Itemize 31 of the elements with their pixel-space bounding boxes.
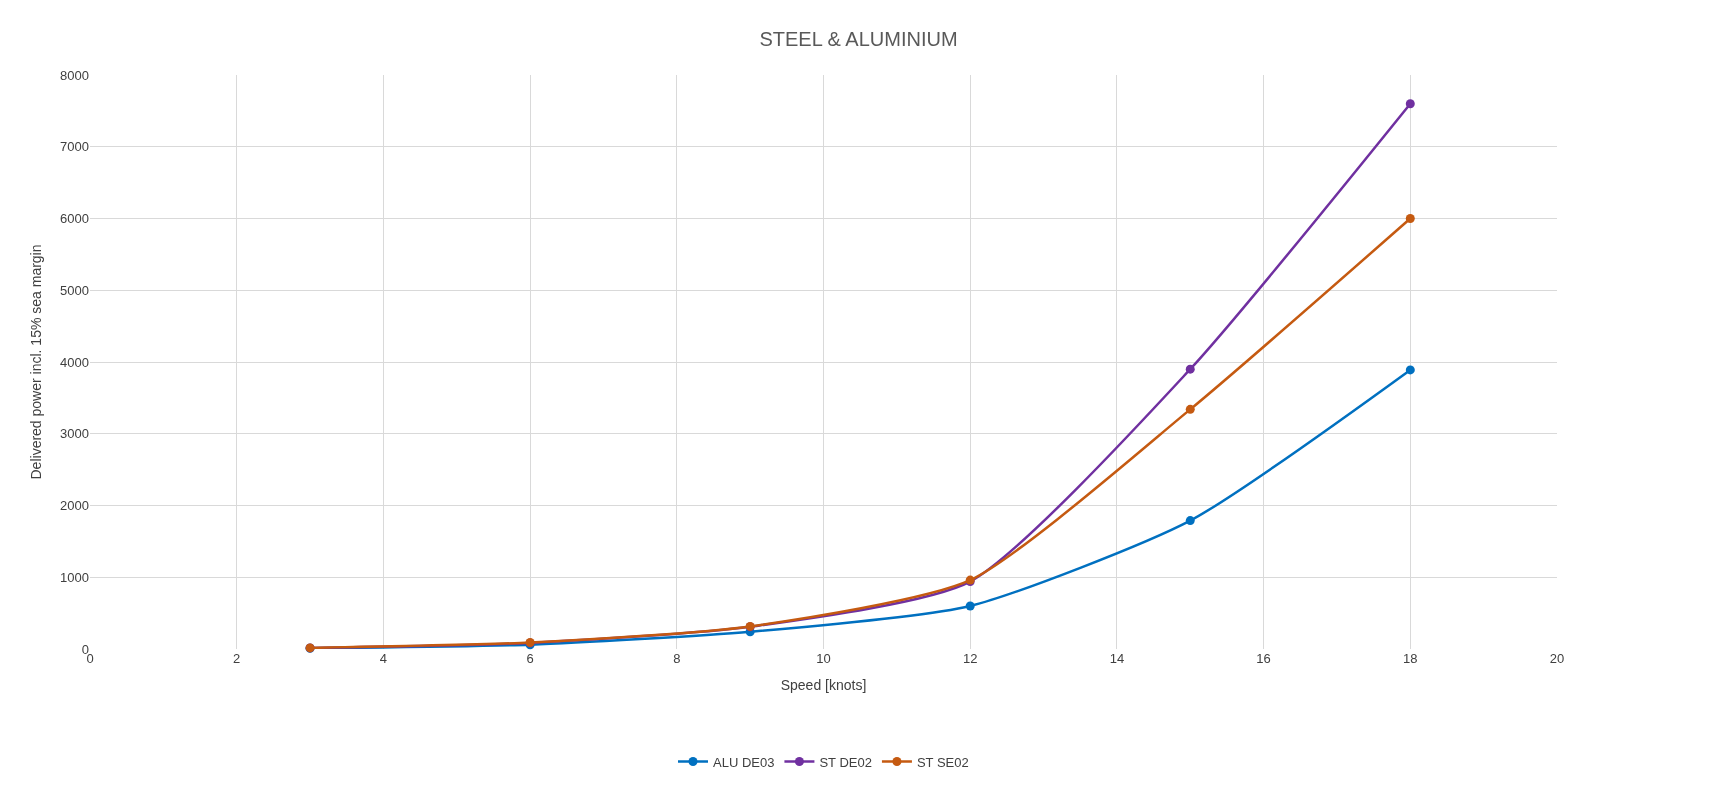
x-tick-label: 2 (233, 651, 241, 666)
y-tick-label: 5000 (60, 282, 89, 298)
x-tick-label: 14 (1109, 651, 1125, 666)
legend-label: ST DE02 (819, 754, 872, 770)
x-tick-label: 16 (1256, 651, 1271, 666)
y-tick-label: 8000 (60, 67, 89, 83)
y-tick-label: 2000 (60, 498, 89, 514)
legend-label: ALU DE03 (713, 754, 775, 770)
point (1185, 364, 1195, 374)
point (1405, 214, 1415, 223)
x-tick-label: 6 (526, 651, 534, 666)
x-tick-label: 20 (1549, 651, 1565, 666)
y-tick-label: 4000 (60, 354, 89, 370)
x-tick-label: 8 (673, 651, 681, 666)
x-tick-label: 18 (1403, 651, 1418, 666)
point (965, 601, 975, 611)
x-tick-label: 4 (379, 651, 388, 666)
y-tick-label: 3000 (60, 426, 89, 442)
legend-label: ST SE02 (916, 754, 969, 770)
point (1405, 365, 1415, 375)
y-axis-title: Delivered power incl. 15% sea margin (27, 244, 44, 480)
point (1405, 99, 1415, 109)
chart-title: STEEL & ALUMINIUM (759, 27, 958, 50)
y-tick-label: 7000 (60, 139, 89, 155)
y-tick-label: 1000 (60, 569, 89, 585)
x-tick-label: 12 (962, 651, 978, 666)
point (1185, 516, 1195, 526)
y-tick-label: 6000 (60, 211, 89, 227)
point (1185, 404, 1195, 414)
x-tick-label: 10 (816, 651, 831, 666)
x-axis-title: Speed [knots] (780, 677, 867, 694)
